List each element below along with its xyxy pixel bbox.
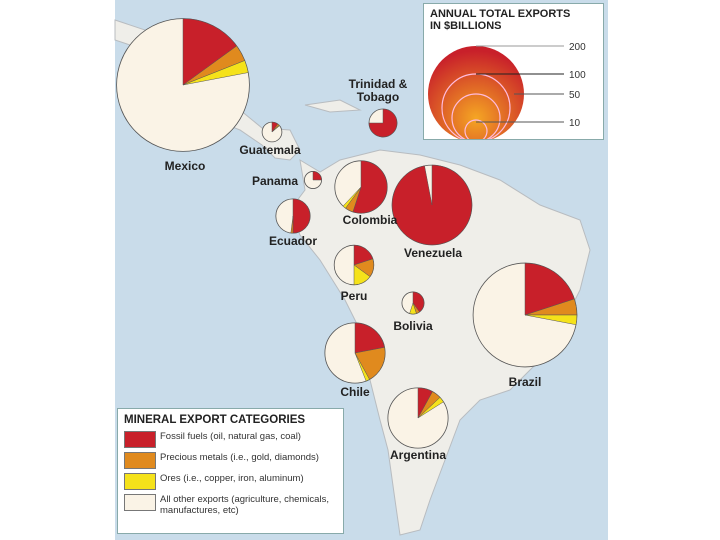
country-label: Colombia: [343, 213, 398, 227]
slice-ores: [271, 124, 280, 133]
legend-item-precious: Precious metals (i.e., gold, diamonds): [124, 452, 337, 469]
country-label: Venezuela: [404, 246, 462, 260]
pie-ecuador: [275, 198, 311, 234]
size-key: ANNUAL TOTAL EXPORTS IN $BILLIONS 200 100…: [423, 3, 604, 140]
pie-venezuela: [391, 164, 473, 246]
legend-title: MINERAL EXPORT CATEGORIES: [124, 414, 306, 426]
slice-fossil: [312, 171, 322, 181]
pie-trinidad-tobago: [368, 108, 398, 138]
slice-ores: [417, 397, 444, 419]
slice-fossil: [182, 18, 238, 86]
circle-50: [451, 93, 501, 139]
slice-ores: [182, 60, 249, 86]
slice-fossil: [354, 322, 385, 354]
circle-10: [464, 119, 488, 139]
legend: MINERAL EXPORT CATEGORIES Fossil fuels (…: [117, 408, 344, 534]
slice-precious: [290, 215, 294, 234]
slice-ores: [409, 302, 417, 315]
slice-ores: [354, 352, 370, 382]
pie-charts: [116, 18, 578, 449]
pie-guatemala: [261, 121, 283, 143]
country-label: Brazil: [509, 375, 542, 389]
country-label: Guatemala: [239, 143, 301, 157]
swatch-fossil: [124, 431, 156, 448]
slice-fossil: [368, 108, 398, 138]
swatch-ores: [124, 473, 156, 490]
legend-item-ores: Ores (i.e., copper, iron, aluminum): [124, 473, 337, 490]
slice-fossil: [352, 160, 388, 214]
country-labels: Mexico Guatemala Trinidad & Tobago Panama Ecu…: [165, 77, 542, 462]
legend-item-fossil: Fossil fuels (oil, natural gas, coal): [124, 431, 337, 448]
slice-fossil: [412, 291, 425, 313]
pie-bolivia: [401, 291, 425, 315]
country-label: Ecuador: [269, 234, 317, 248]
pie-panama: [304, 171, 322, 189]
country-label: Trinidad & Tobago: [349, 77, 408, 104]
slice-precious: [354, 347, 386, 380]
slice-ores: [342, 186, 362, 209]
pie-mexico: [116, 18, 250, 152]
slice-ores: [353, 264, 371, 286]
pie-peru: [333, 244, 375, 286]
pie-brazil: [472, 262, 578, 368]
pie-argentina: [387, 387, 449, 449]
circle-200: [428, 46, 524, 139]
slice-ores: [524, 314, 578, 326]
size-10: 10: [569, 118, 581, 129]
country-label: Peru: [341, 289, 368, 303]
country-label: Mexico: [165, 159, 206, 173]
size-key-title-1: ANNUAL TOTAL EXPORTS: [430, 8, 571, 20]
size-key-title-2: IN $BILLIONS: [430, 20, 502, 32]
slice-fossil: [292, 198, 311, 234]
pie-chile: [324, 322, 386, 384]
swatch-precious: [124, 452, 156, 469]
size-50: 50: [569, 90, 581, 101]
pie-colombia: [334, 160, 388, 214]
slice-fossil: [391, 164, 473, 246]
size-100: 100: [569, 70, 586, 81]
country-label: Chile: [340, 385, 370, 399]
legend-item-other: All other exports (agriculture, chemical…: [124, 494, 337, 516]
size-200: 200: [569, 42, 586, 53]
country-label: Panama: [252, 174, 298, 188]
slice-fossil: [524, 262, 575, 316]
country-label: Argentina: [390, 448, 446, 462]
swatch-other: [124, 494, 156, 511]
size-key-circles: 200 100 50 10: [428, 42, 586, 139]
country-label: Bolivia: [393, 319, 433, 333]
